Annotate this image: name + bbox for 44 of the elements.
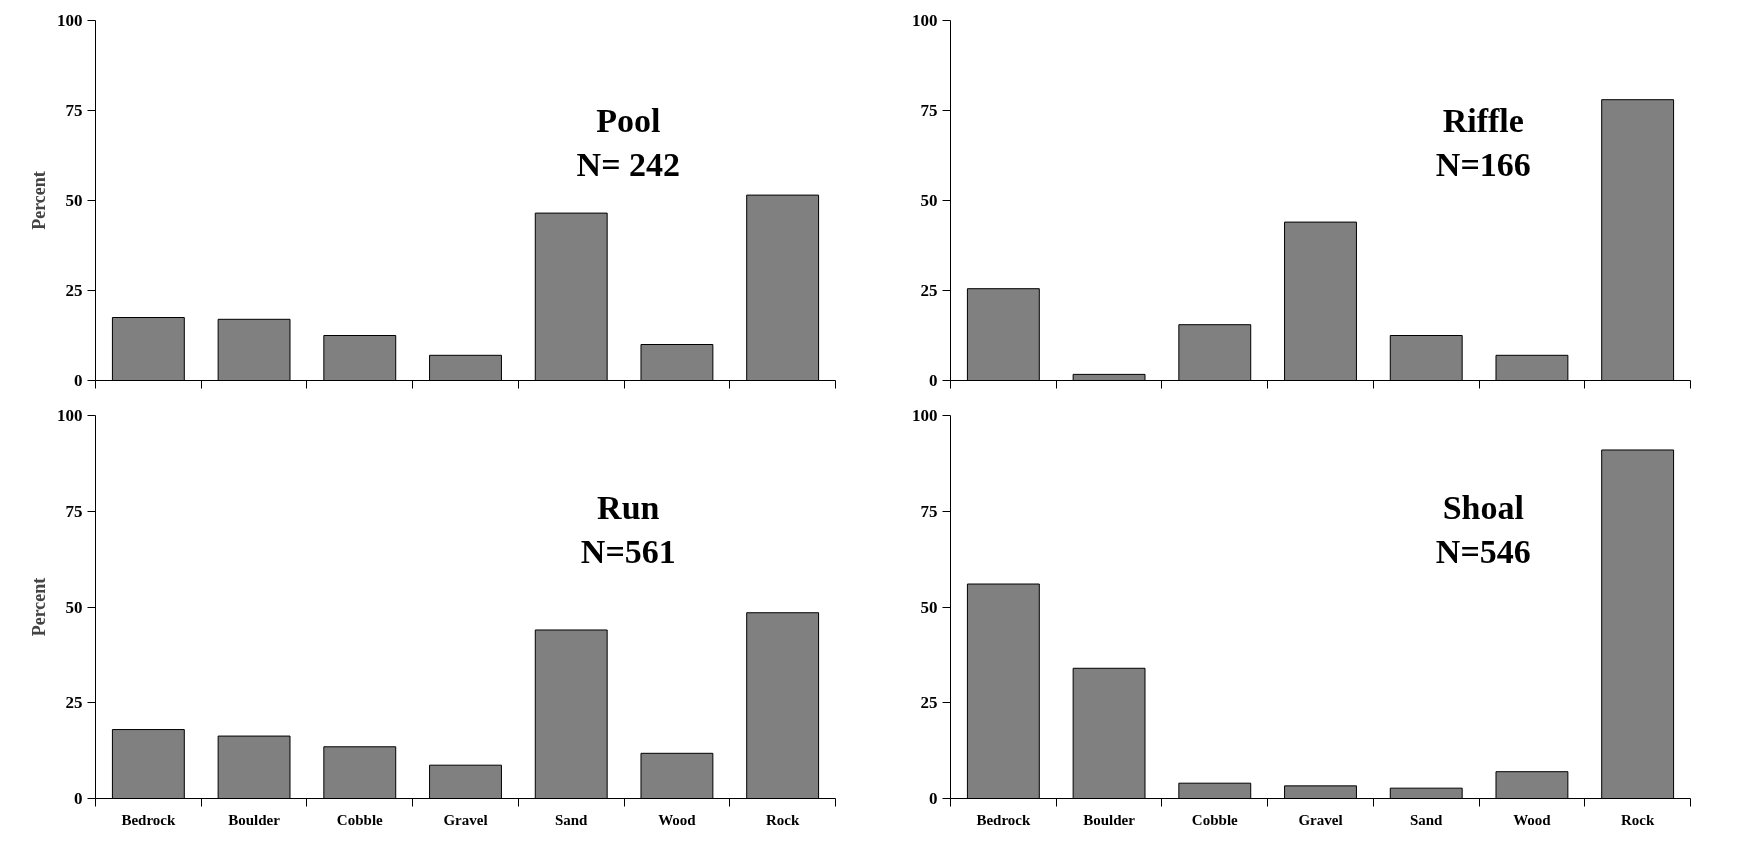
x-tick-label: Wood bbox=[658, 811, 697, 828]
y-tick-label: 75 bbox=[65, 501, 83, 521]
y-tick-label: 100 bbox=[912, 406, 938, 425]
y-tick-label: 50 bbox=[65, 597, 83, 617]
y-tick-label: 50 bbox=[920, 191, 938, 210]
x-tick-label: Rock bbox=[765, 811, 800, 828]
x-tick-label: Cobble bbox=[1191, 811, 1239, 828]
x-tick-label: Boulder bbox=[1083, 811, 1136, 828]
y-tick-label: 75 bbox=[920, 101, 938, 120]
x-tick-label: Bedrock bbox=[121, 811, 176, 828]
y-tick-label: 0 bbox=[74, 371, 83, 390]
y-axis-title: Percent bbox=[29, 171, 49, 230]
annotation: Shoal bbox=[1442, 488, 1524, 526]
x-tick-label: Sand bbox=[1409, 811, 1444, 828]
y-tick-label: 25 bbox=[920, 693, 938, 713]
y-tick-label: 50 bbox=[65, 191, 83, 210]
y-tick-label: 75 bbox=[65, 101, 83, 120]
x-tick-label: Boulder bbox=[228, 811, 281, 828]
x-tick-label: Wood bbox=[1513, 811, 1552, 828]
annotation: N=546 bbox=[1435, 532, 1531, 570]
y-tick-label: 100 bbox=[57, 406, 83, 425]
x-tick-label: Gravel bbox=[443, 811, 488, 828]
y-tick-label: 0 bbox=[929, 371, 938, 390]
annotation: N=561 bbox=[580, 532, 676, 570]
x-tick-label: Gravel bbox=[1298, 811, 1343, 828]
annotation: Run bbox=[597, 488, 660, 526]
y-tick-label: 50 bbox=[920, 597, 938, 617]
y-tick-label: 75 bbox=[920, 501, 938, 521]
annotation: Pool bbox=[596, 101, 661, 139]
annotation: N= 242 bbox=[576, 145, 681, 183]
y-tick-label: 100 bbox=[57, 11, 83, 30]
y-tick-label: 0 bbox=[74, 789, 83, 808]
annotation: Riffle bbox=[1442, 101, 1524, 139]
y-tick-label: 25 bbox=[920, 281, 938, 300]
y-axis-title: Percent bbox=[29, 577, 49, 637]
x-tick-label: Cobble bbox=[336, 811, 384, 828]
annotation: N=166 bbox=[1435, 145, 1531, 183]
y-tick-label: 25 bbox=[65, 693, 83, 713]
y-tick-label: 25 bbox=[65, 281, 83, 300]
y-tick-label: 100 bbox=[912, 11, 938, 30]
x-tick-label: Sand bbox=[554, 811, 589, 828]
y-tick-label: 0 bbox=[929, 789, 938, 808]
x-tick-label: Rock bbox=[1620, 811, 1655, 828]
x-tick-label: Bedrock bbox=[976, 811, 1031, 828]
